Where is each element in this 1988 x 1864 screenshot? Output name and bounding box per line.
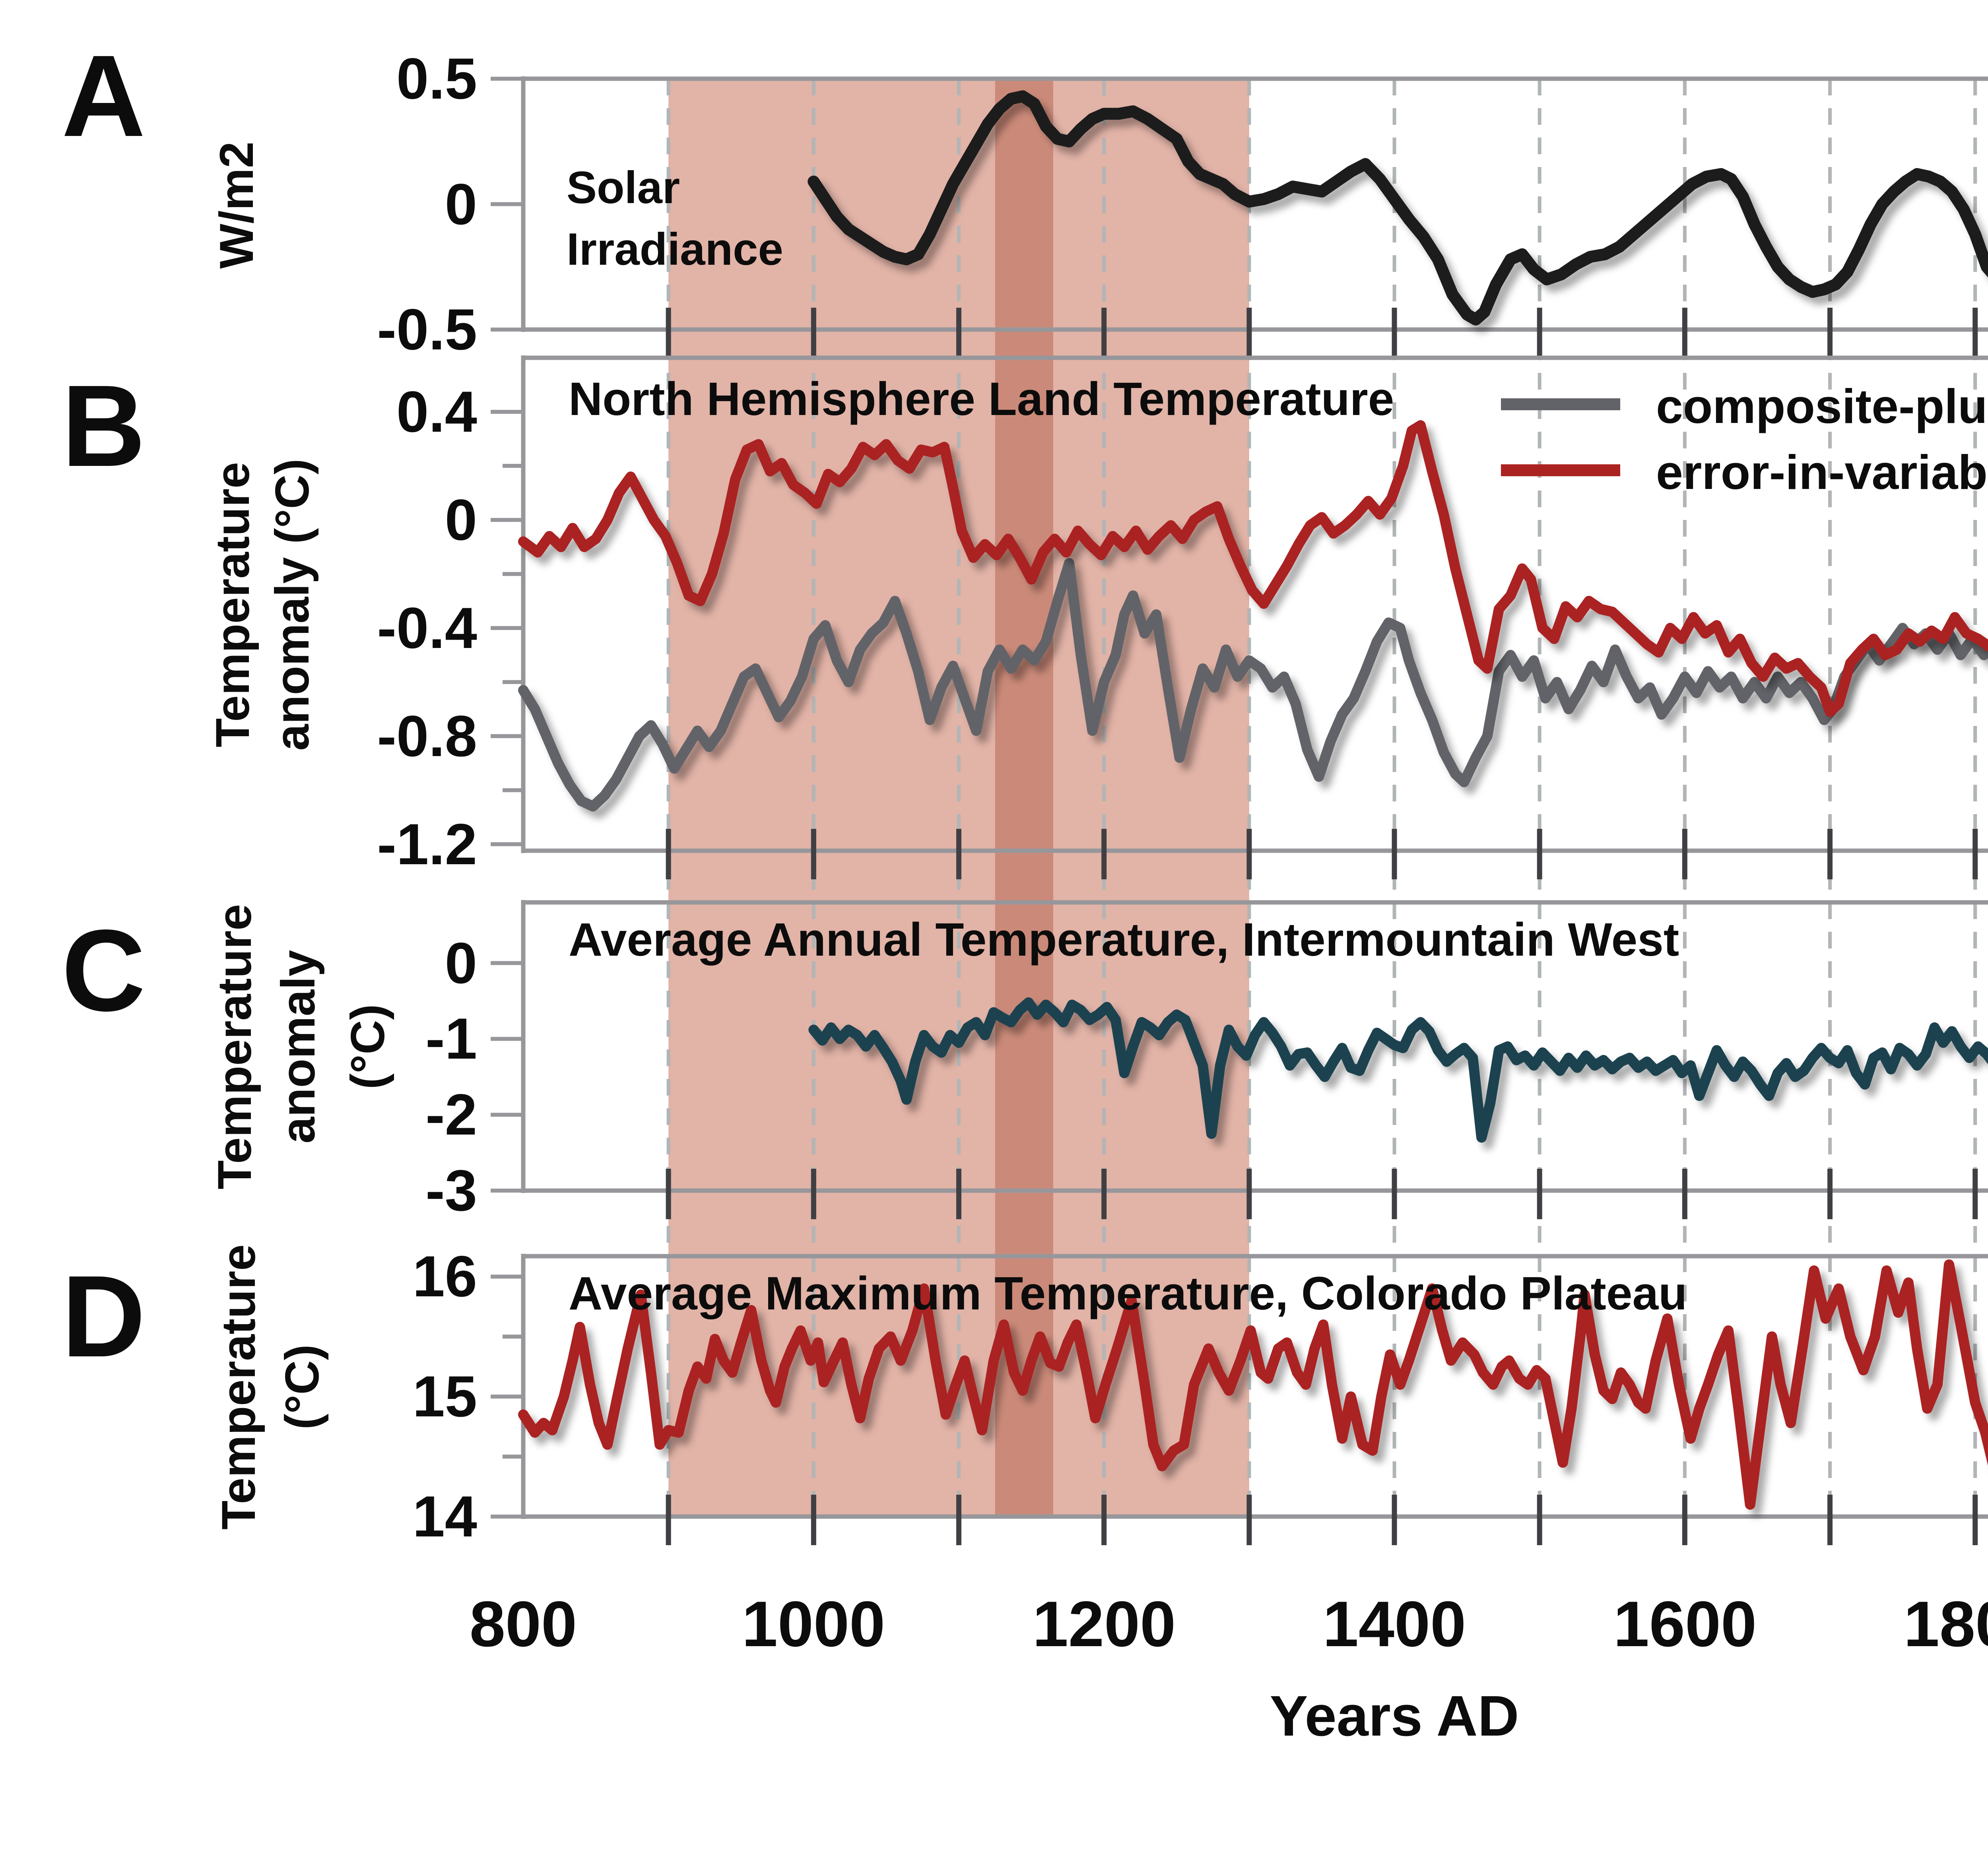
x-tick-label-1400: 1400 [1322, 1588, 1466, 1660]
y-tick-label: 0 [445, 171, 477, 237]
y-tick-label: -0.4 [377, 595, 477, 660]
x-tick-label-1000: 1000 [742, 1588, 885, 1660]
y-tick-label: 16 [412, 1244, 477, 1309]
series-group [808, 997, 1988, 1143]
y-tick-label: -1.2 [377, 811, 477, 877]
figure: A B C D W/m2 Temperature anomaly (°C) Te… [62, 31, 1988, 1748]
y-tick-label: 14 [412, 1484, 477, 1549]
panel-a-inner-label-line1: Solar [567, 163, 680, 213]
y-tick-label: -0.5 [377, 297, 477, 362]
y-tick-label: 0 [445, 487, 477, 552]
y-tick-label: 0 [445, 930, 477, 995]
legend-swatch-error-in-variables [1501, 464, 1620, 476]
panel-letter-c: C [62, 906, 146, 1035]
core-interval-band [995, 79, 1053, 1517]
panel-c-title: Average Annual Temperature, Intermountai… [569, 914, 1679, 966]
panel-letter-a: A [62, 31, 146, 161]
legend-swatch-composite-plus-scale [1501, 398, 1620, 410]
series-group [518, 1259, 1988, 1510]
legend-label-error-in-variables: error-in-variables [1656, 445, 1988, 499]
y-tick-label: 0.5 [396, 46, 477, 111]
intermountain-west-line [808, 997, 1988, 1143]
panel-D [491, 1254, 1988, 1545]
legend-label-composite-plus-scale: composite-plus-scale [1656, 379, 1988, 433]
x-axis-title: Years AD [1270, 1684, 1519, 1748]
y-tick-label: -3 [425, 1158, 477, 1223]
y-tick-label: 0.4 [396, 379, 477, 444]
y-tick-label: -1 [425, 1006, 477, 1071]
panel-C [491, 900, 1988, 1219]
colorado-plateau-line [518, 1259, 1988, 1510]
x-tick-label-1200: 1200 [1032, 1588, 1176, 1660]
panel-A [491, 76, 1988, 358]
chart-canvas [491, 76, 1988, 1545]
solar-irradiance-line [808, 90, 1988, 326]
panel-letter-d: D [62, 1251, 146, 1381]
series-group [808, 90, 1988, 326]
panel-a-inner-label-line2: Irradiance [567, 224, 783, 275]
panel-b-title: North Hemisphere Land Temperature [569, 373, 1394, 425]
y-tick-label: -0.8 [377, 703, 477, 768]
y-tick-label: -2 [425, 1082, 477, 1147]
y-tick-label: 15 [412, 1364, 477, 1429]
panel-letter-b: B [62, 361, 146, 491]
panel-B [491, 355, 1988, 879]
series-group [518, 420, 1988, 812]
composite-plus-scale-line [518, 558, 1988, 812]
x-tick-label-1600: 1600 [1613, 1588, 1757, 1660]
x-tick-label-800: 800 [469, 1588, 577, 1660]
error-in-variables-line [518, 420, 1988, 717]
panel-d-title: Average Maximum Temperature, Colorado Pl… [569, 1267, 1687, 1320]
x-tick-label-1800: 1800 [1903, 1588, 1988, 1660]
